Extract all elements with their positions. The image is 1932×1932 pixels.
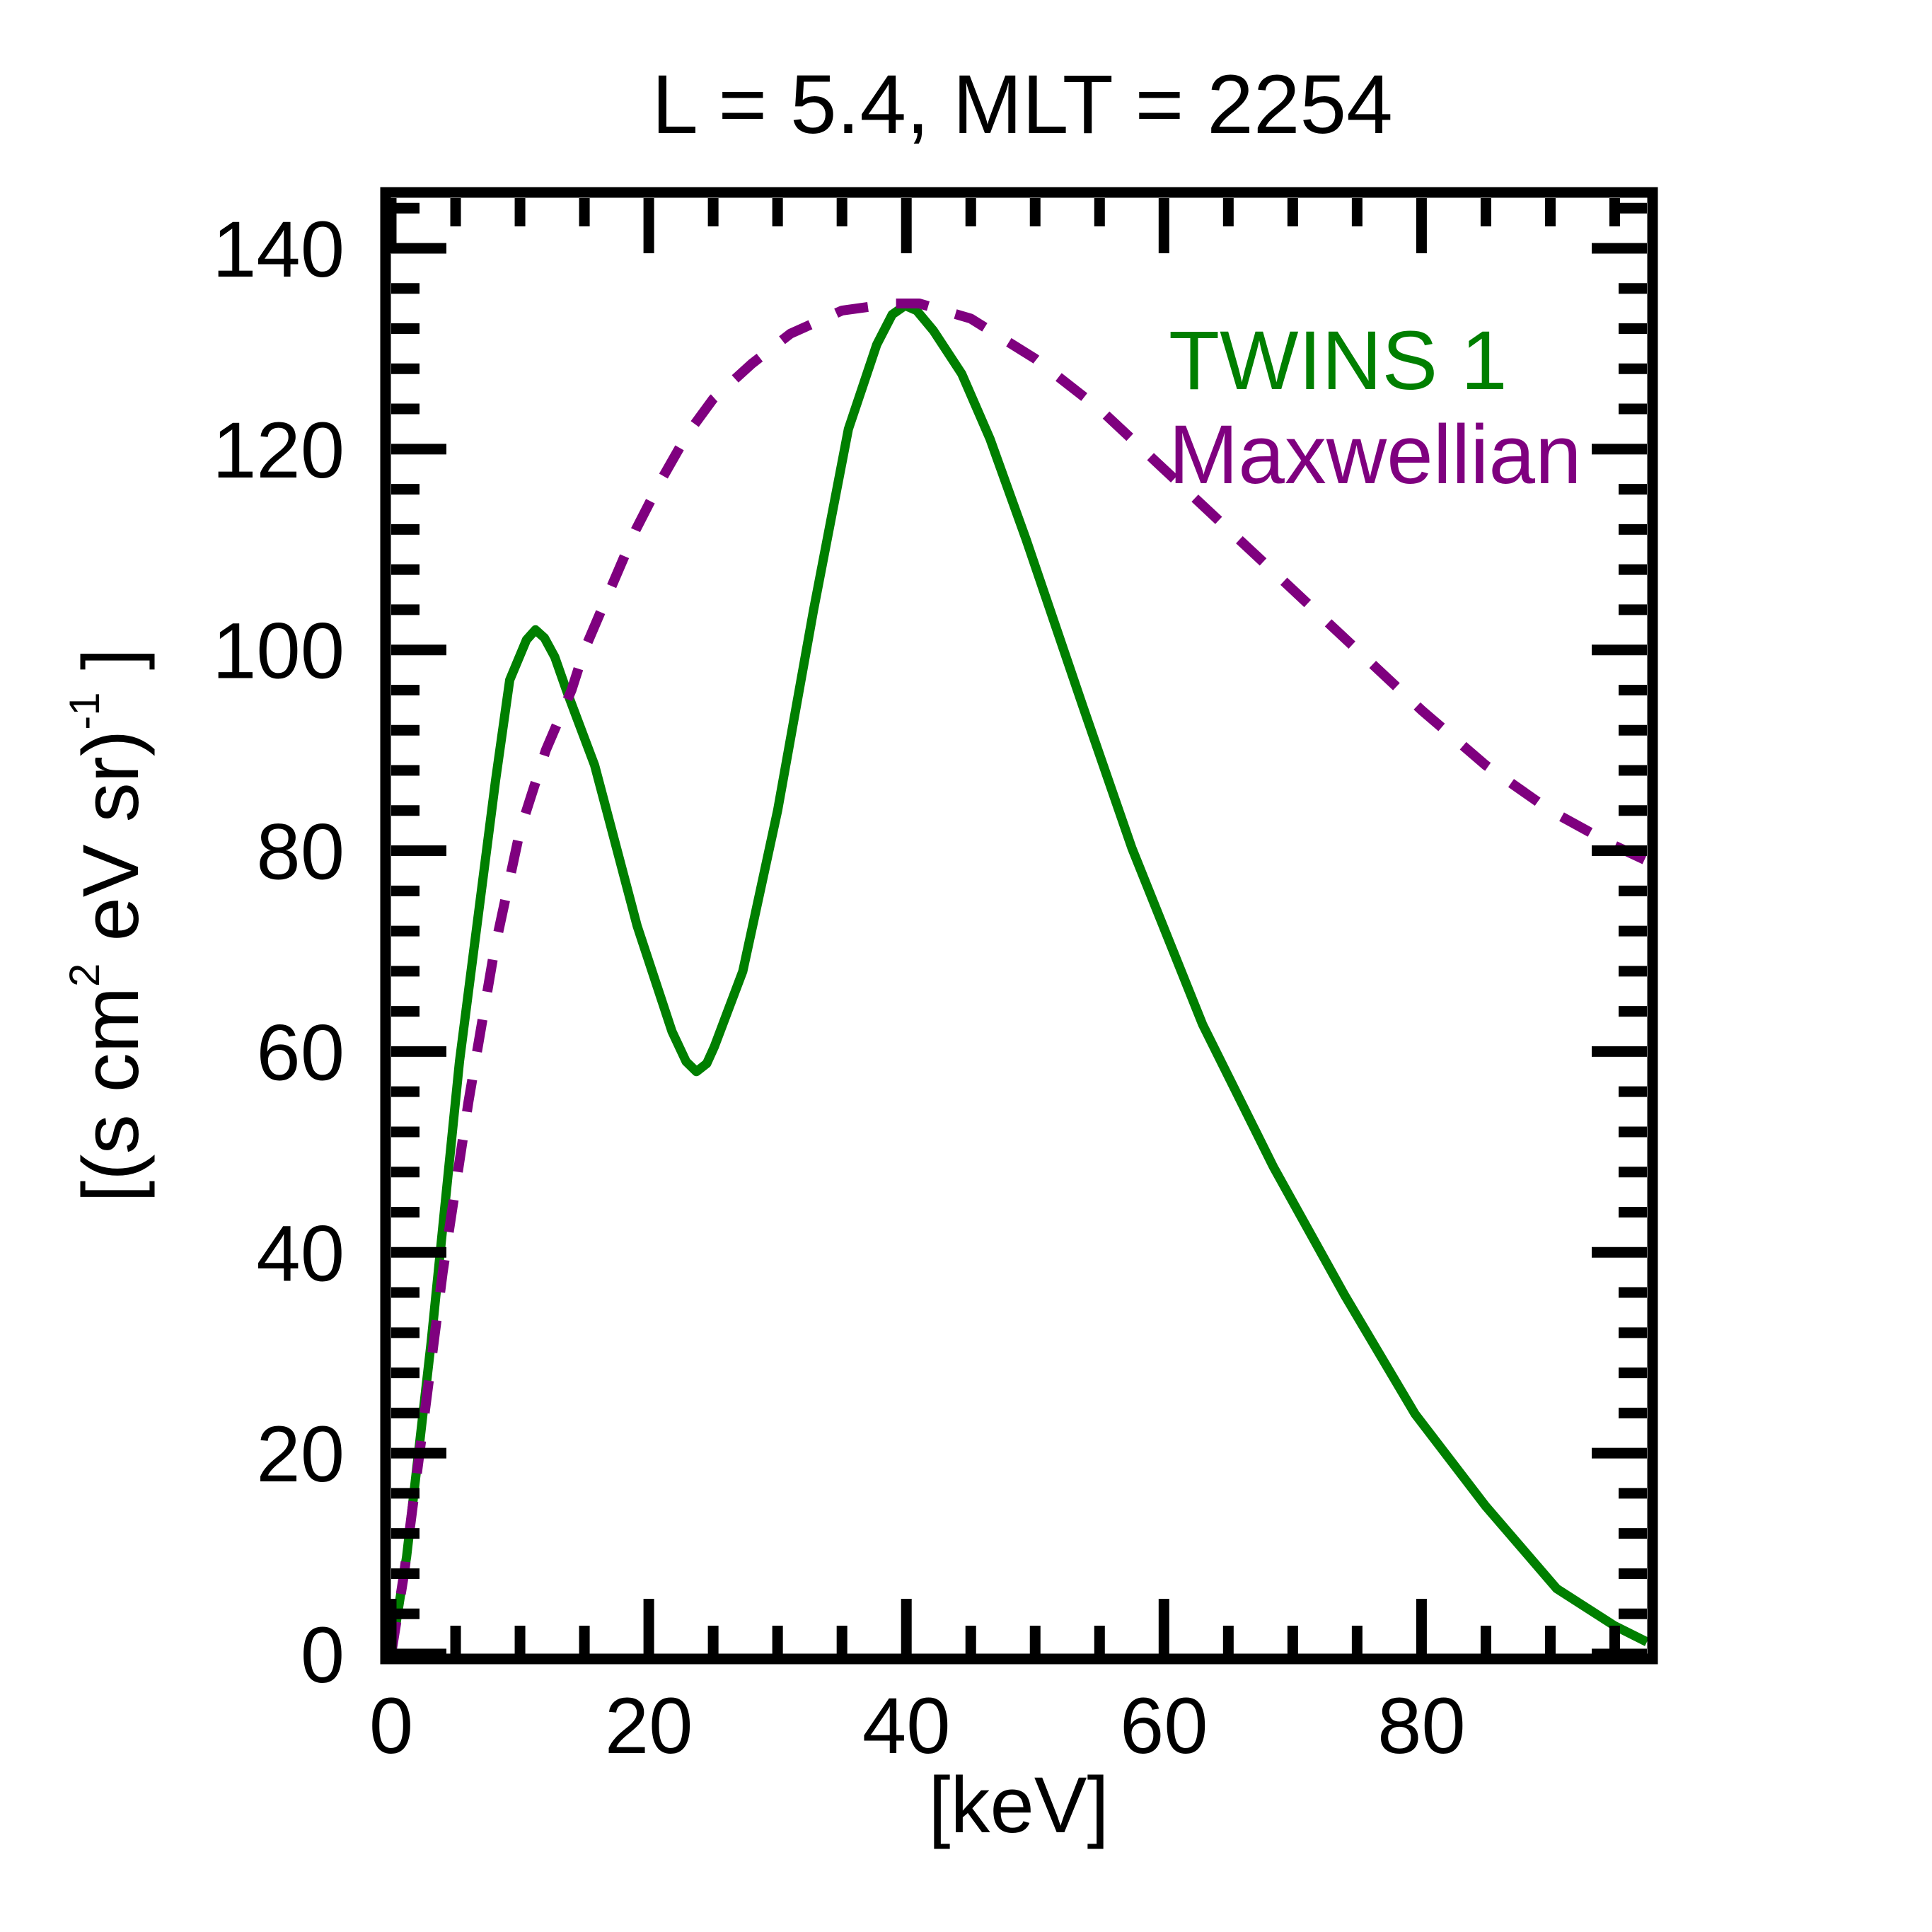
ticks-layer <box>386 198 1647 1660</box>
x-tick-labels: 0 20 40 60 80 <box>369 1682 1466 1770</box>
x-tick-label: 20 <box>605 1682 693 1770</box>
y-axis-label: [(s cm2 eV sr)-1 ] <box>61 648 155 1203</box>
series-line-maxwellian <box>386 299 1649 1655</box>
y-axis-label-sup2: -1 <box>61 692 108 729</box>
y-tick-label: 40 <box>256 1209 345 1297</box>
series-line-twins-1 <box>386 301 1649 1655</box>
y-tick-label: 80 <box>256 808 345 896</box>
legend: TWINS 1 Maxwellian <box>1169 314 1582 502</box>
y-tick-label: 60 <box>256 1008 345 1097</box>
plot-frame <box>380 187 1658 1665</box>
x-axis-label: [keV] <box>928 1761 1109 1849</box>
y-tick-label: 20 <box>256 1410 345 1498</box>
y-tick-label: 120 <box>212 406 345 494</box>
series-layer <box>386 299 1649 1655</box>
legend-entry-twins-1: TWINS 1 <box>1169 314 1508 407</box>
y-axis-label-sup1: 2 <box>61 964 108 987</box>
y-tick-label: 140 <box>212 205 345 294</box>
y-axis-label-prefix: [(s cm <box>66 987 155 1203</box>
y-tick-labels: 0 20 40 60 80 100 120 140 <box>212 205 345 1699</box>
x-tick-label: 80 <box>1377 1682 1466 1770</box>
x-tick-label: 60 <box>1120 1682 1208 1770</box>
x-tick-label: 40 <box>862 1682 951 1770</box>
y-tick-label: 100 <box>212 607 345 695</box>
x-tick-label: 0 <box>369 1682 413 1770</box>
y-axis-label-middle: eV sr) <box>66 730 155 964</box>
y-axis-label-suffix: ] <box>66 648 155 692</box>
chart-title: L = 5.4, MLT = 2254 <box>652 58 1392 151</box>
y-tick-label: 0 <box>301 1611 345 1699</box>
legend-entry-maxwellian: Maxwellian <box>1169 408 1582 502</box>
